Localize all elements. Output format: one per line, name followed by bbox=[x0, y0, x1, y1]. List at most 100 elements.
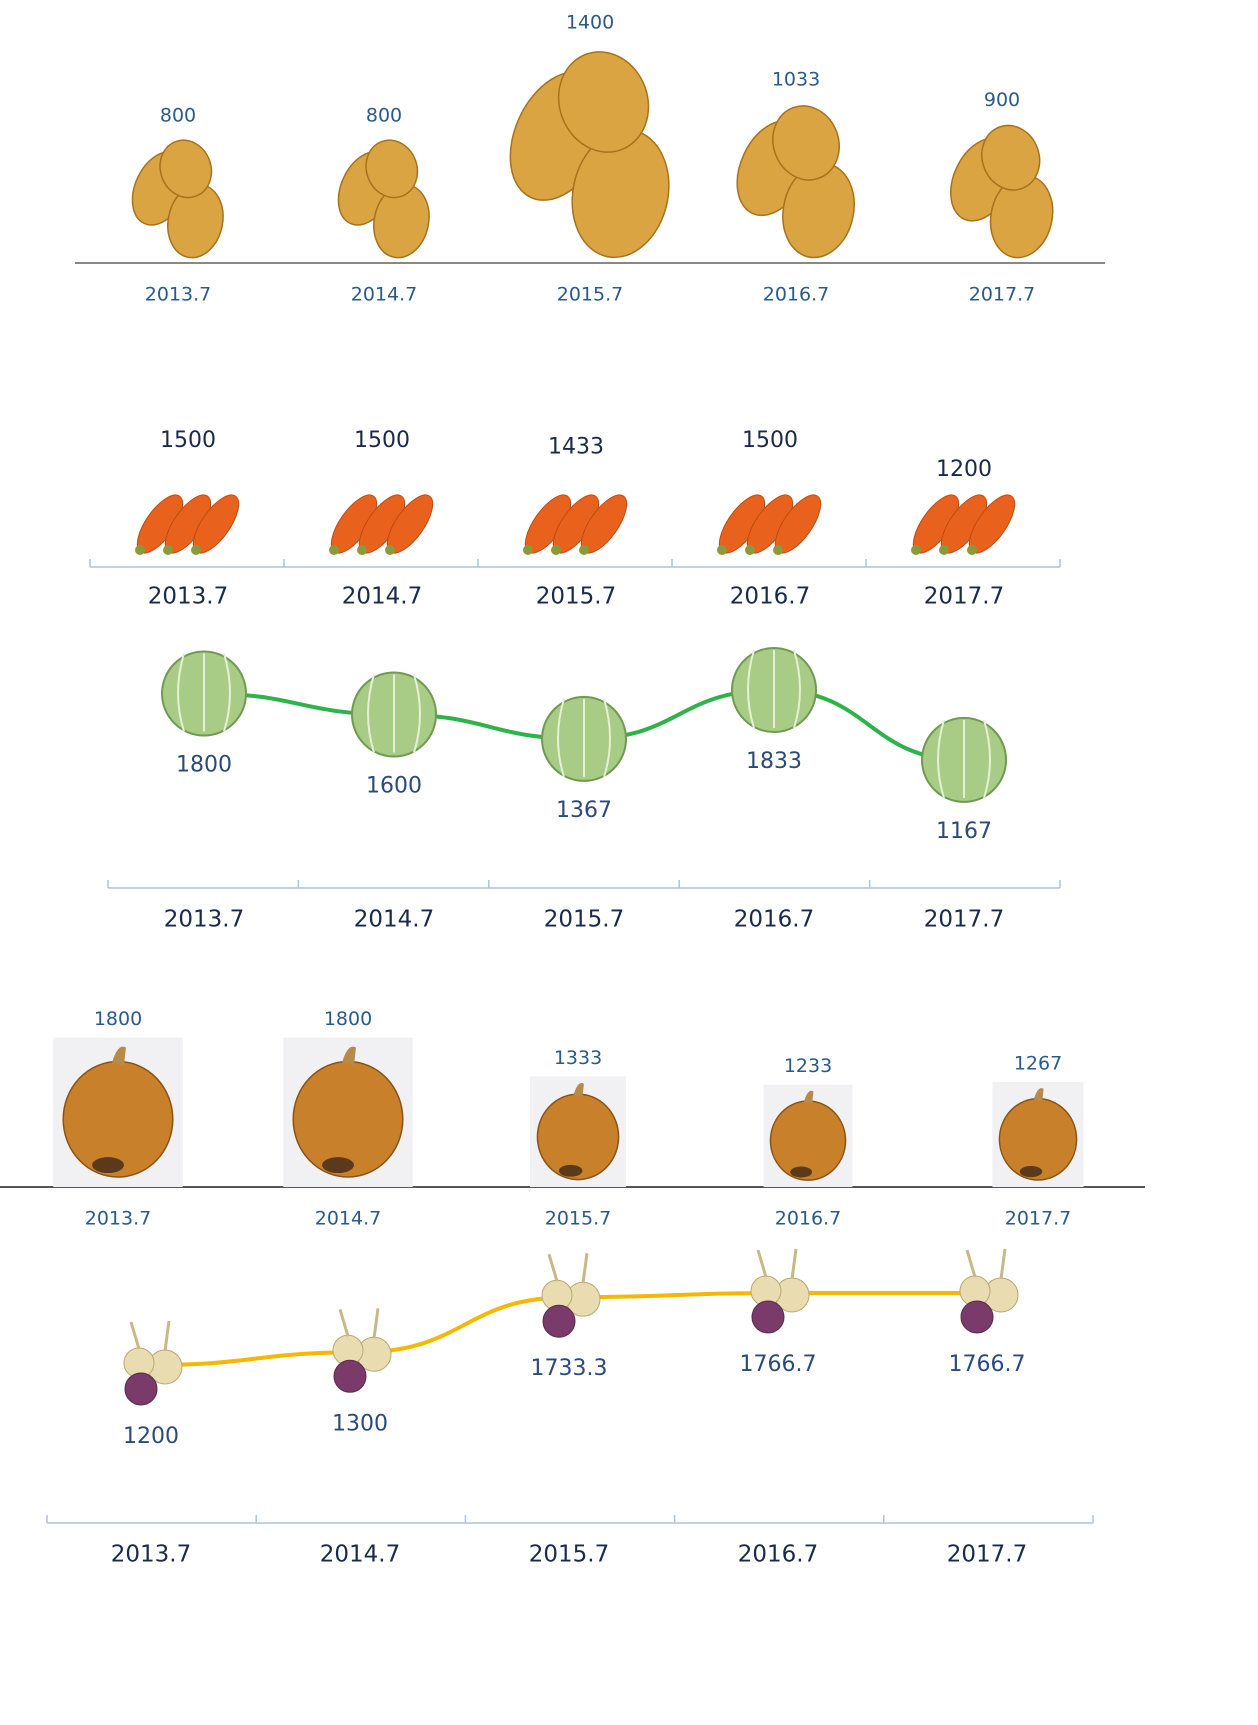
data-label: 1233 bbox=[784, 1055, 832, 1077]
pictograph-bar bbox=[530, 1076, 626, 1187]
pictograph-point bbox=[541, 1253, 601, 1338]
cabbage-vein bbox=[367, 674, 375, 753]
pictograph-bar bbox=[329, 494, 434, 555]
data-label: 1600 bbox=[366, 773, 422, 798]
x-tick-label: 2015.7 bbox=[536, 584, 616, 610]
x-tick-label: 2015.7 bbox=[545, 1208, 611, 1230]
data-label: 800 bbox=[160, 105, 196, 127]
onion-root bbox=[790, 1166, 813, 1178]
data-label: 1333 bbox=[554, 1047, 602, 1069]
pictograph-bar bbox=[763, 1084, 853, 1187]
data-label: 1766.7 bbox=[949, 1352, 1026, 1377]
x-tick-label: 2014.7 bbox=[342, 584, 422, 610]
onion-neck bbox=[112, 1046, 126, 1066]
pictograph-bar bbox=[911, 494, 1016, 555]
turnip-stem bbox=[965, 1248, 1007, 1280]
pictograph-bar bbox=[992, 1081, 1084, 1187]
onion-root bbox=[1019, 1165, 1043, 1178]
onion-root bbox=[558, 1164, 583, 1177]
x-tick-label: 2013.7 bbox=[145, 284, 211, 306]
pictograph-bar bbox=[950, 124, 1054, 259]
pictograph-bar bbox=[135, 494, 240, 555]
x-tick-label: 2016.7 bbox=[734, 907, 814, 933]
carrot-top bbox=[329, 545, 339, 555]
pictograph-point bbox=[750, 1248, 810, 1334]
data-label: 1033 bbox=[772, 68, 820, 90]
onion-neck bbox=[803, 1090, 814, 1104]
x-tick-label: 2013.7 bbox=[111, 1542, 191, 1568]
pictograph-point bbox=[541, 695, 627, 782]
carrot-top bbox=[911, 545, 921, 555]
pictograph-point bbox=[123, 1320, 183, 1406]
cabbage-vein bbox=[413, 674, 421, 753]
turnip-purple bbox=[960, 1300, 994, 1334]
x-tick-label: 2015.7 bbox=[544, 907, 624, 933]
pictograph-bar bbox=[509, 51, 670, 259]
data-label: 1367 bbox=[556, 798, 612, 823]
data-label: 1733.3 bbox=[531, 1356, 608, 1381]
turnip-stem bbox=[547, 1253, 589, 1284]
data-label: 1200 bbox=[123, 1424, 179, 1449]
data-label: 1500 bbox=[160, 428, 216, 453]
onion-neck bbox=[1033, 1088, 1044, 1102]
x-tick-label: 2013.7 bbox=[164, 907, 244, 933]
x-tick-label: 2014.7 bbox=[351, 284, 417, 306]
carrot-top bbox=[385, 545, 395, 555]
pictograph-bar bbox=[736, 105, 855, 259]
potato-part bbox=[159, 139, 213, 199]
data-label: 1766.7 bbox=[740, 1352, 817, 1377]
data-label: 1433 bbox=[548, 434, 604, 459]
x-tick-label: 2016.7 bbox=[730, 584, 810, 610]
carrot-top bbox=[773, 545, 783, 555]
pictograph-point bbox=[731, 647, 817, 733]
carrot-top bbox=[191, 545, 201, 555]
data-label: 1800 bbox=[94, 1008, 142, 1030]
x-tick-label: 2016.7 bbox=[763, 284, 829, 306]
turnip-purple bbox=[751, 1300, 785, 1334]
carrot-top bbox=[357, 545, 367, 555]
x-tick-label: 2014.7 bbox=[354, 907, 434, 933]
turnip-stem bbox=[129, 1320, 171, 1352]
carrot-top bbox=[967, 545, 977, 555]
turnip-purple bbox=[124, 1372, 158, 1406]
pictograph-point bbox=[161, 650, 247, 737]
x-tick-label: 2016.7 bbox=[775, 1208, 841, 1230]
cabbage-vein bbox=[937, 719, 945, 799]
onion-root bbox=[92, 1157, 124, 1174]
data-label: 900 bbox=[984, 89, 1020, 111]
turnip-stem bbox=[756, 1248, 798, 1280]
x-tick-label: 2017.7 bbox=[1005, 1208, 1071, 1230]
carrot-top bbox=[939, 545, 949, 555]
cabbage-vein bbox=[223, 653, 231, 732]
x-tick-label: 2015.7 bbox=[557, 284, 623, 306]
turnip-stem bbox=[338, 1308, 380, 1339]
carrot-top bbox=[523, 545, 533, 555]
cabbage-vein bbox=[557, 698, 565, 778]
x-tick-label: 2017.7 bbox=[969, 284, 1035, 306]
pictograph-bar bbox=[283, 1037, 413, 1187]
cabbage-vein bbox=[983, 719, 991, 799]
data-label: 1300 bbox=[332, 1411, 388, 1436]
pictograph-point bbox=[332, 1308, 392, 1393]
cabbage-vein bbox=[177, 653, 185, 732]
pictograph-point bbox=[351, 671, 437, 758]
pictograph-point bbox=[959, 1248, 1019, 1334]
potato-part bbox=[981, 124, 1041, 191]
onion-neck bbox=[342, 1046, 356, 1066]
x-tick-label: 2015.7 bbox=[529, 1542, 609, 1568]
data-label: 1500 bbox=[354, 428, 410, 453]
pictograph-bar bbox=[337, 139, 430, 259]
data-label: 1167 bbox=[936, 819, 992, 844]
carrot-top bbox=[551, 545, 561, 555]
onion-neck bbox=[573, 1082, 584, 1098]
carrot-top bbox=[579, 545, 589, 555]
x-tick-label: 2014.7 bbox=[315, 1208, 381, 1230]
carrot-top bbox=[717, 545, 727, 555]
x-tick-label: 2016.7 bbox=[738, 1542, 818, 1568]
carrot-top bbox=[163, 545, 173, 555]
data-label: 1500 bbox=[742, 428, 798, 453]
carrot-top bbox=[135, 545, 145, 555]
pictograph-bar bbox=[53, 1037, 183, 1187]
data-label: 1833 bbox=[746, 749, 802, 774]
